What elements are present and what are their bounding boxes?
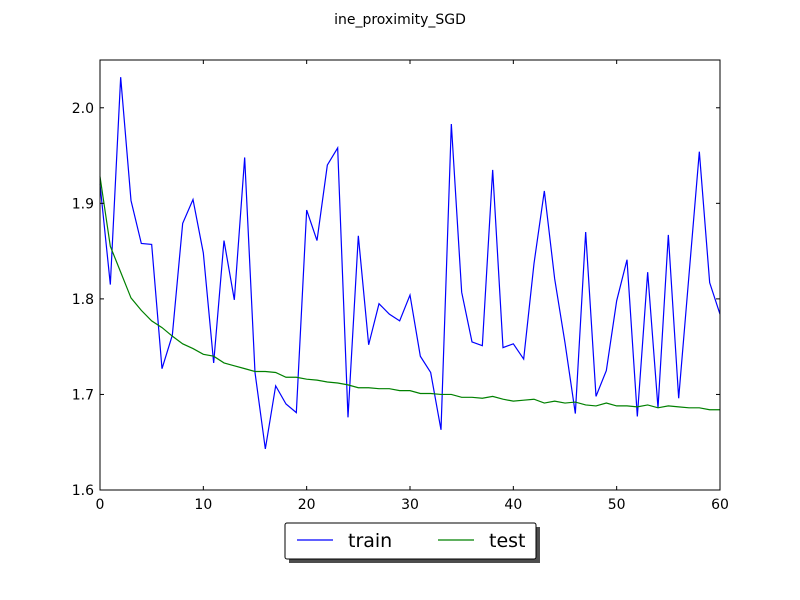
- y-tick-label: 1.7: [72, 387, 94, 403]
- y-tick-label: 1.8: [72, 292, 94, 308]
- x-tick-label: 0: [96, 497, 105, 513]
- y-tick-label: 1.9: [72, 196, 94, 212]
- legend-label-train: train: [348, 530, 392, 552]
- legend-label-test: test: [489, 530, 526, 552]
- x-tick-label: 40: [504, 497, 522, 513]
- y-tick-label: 2.0: [72, 101, 94, 117]
- series-line-train: [99, 77, 721, 450]
- x-tick-label: 50: [608, 497, 626, 513]
- plot-area: 0 10 20 30 40 50 60 1.6 1.7 1.8 1.9 2.0: [72, 59, 729, 513]
- x-tick-label: 60: [711, 497, 729, 513]
- series-line-test: [99, 176, 720, 411]
- axes-frame: [99, 59, 721, 491]
- legend-box: [284, 522, 537, 560]
- x-tick-label: 30: [401, 497, 419, 513]
- legend[interactable]: train test: [284, 522, 540, 563]
- x-tick-label: 20: [298, 497, 316, 513]
- y-tick-label: 1.6: [72, 483, 94, 499]
- chart-title: ine_proximity_SGD: [334, 12, 466, 28]
- x-tick-label: 10: [194, 497, 212, 513]
